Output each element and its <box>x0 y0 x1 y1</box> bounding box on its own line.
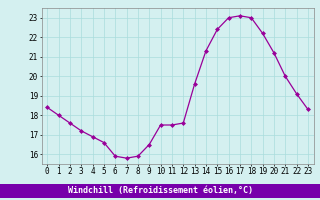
Text: Windchill (Refroidissement éolien,°C): Windchill (Refroidissement éolien,°C) <box>68 186 252 196</box>
